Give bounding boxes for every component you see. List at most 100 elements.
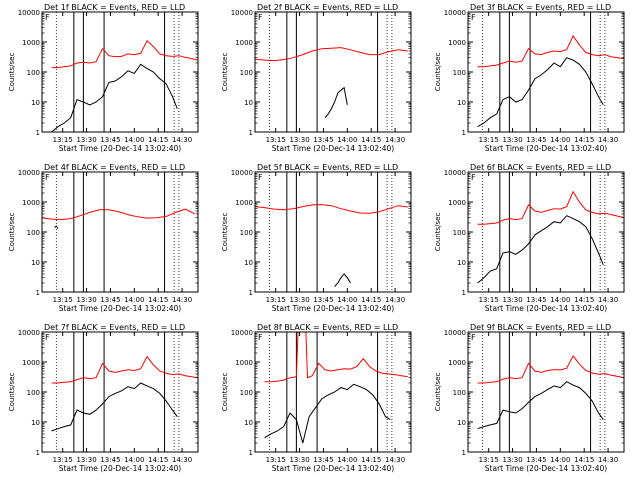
x-tick-label: 13:45 [313, 296, 333, 304]
x-tick-label: 14:30 [598, 296, 618, 304]
y-tick-label: 1000 [22, 199, 40, 207]
y-tick-label: 10 [457, 419, 466, 427]
x-tick-label: 13:15 [479, 136, 499, 144]
chart-title: Det 1f BLACK = Events, RED = LLD [44, 3, 185, 12]
x-tick-label: 14:15 [361, 456, 381, 464]
x-axis-title: Start Time (20-Dec-14 13:02:40) [272, 464, 394, 473]
detector-marker: F [258, 13, 263, 22]
x-tick-label: 13:45 [313, 136, 333, 144]
plot-frame [41, 11, 199, 133]
y-tick-label: 10000 [444, 9, 466, 17]
x-tick-label: 14:00 [124, 456, 144, 464]
lld-series-line [255, 47, 408, 62]
detector-marker: F [45, 173, 50, 182]
events-series-line [264, 383, 391, 444]
detector-marker: F [258, 173, 263, 182]
y-axis-title: Counts/sec [221, 373, 229, 412]
y-tick-label: 1000 [448, 359, 466, 367]
events-series-line [324, 86, 348, 119]
x-tick-label: 13:30 [289, 136, 309, 144]
y-tick-label: 10000 [18, 9, 40, 17]
detector-marker: F [258, 333, 263, 342]
detector-marker: F [471, 13, 476, 22]
x-tick-label: 14:15 [148, 296, 168, 304]
x-tick-label: 14:00 [337, 296, 357, 304]
y-tick-label: 10000 [18, 329, 40, 337]
x-tick-label: 13:30 [289, 456, 309, 464]
x-axis-title: Start Time (20-Dec-14 13:02:40) [485, 464, 607, 473]
y-tick-label: 1 [249, 129, 253, 137]
x-tick-label: 13:45 [100, 296, 120, 304]
detector-marker: F [471, 173, 476, 182]
plot-frame [254, 11, 412, 133]
y-tick-label: 1000 [235, 39, 253, 47]
lld-series-line [42, 208, 196, 221]
y-axis-title: Counts/sec [8, 53, 16, 92]
y-tick-label: 10000 [444, 169, 466, 177]
x-tick-label: 13:30 [502, 296, 522, 304]
y-tick-label: 100 [27, 389, 40, 397]
x-tick-label: 14:30 [172, 456, 192, 464]
x-tick-label: 14:30 [598, 136, 618, 144]
events-series-line [477, 57, 604, 128]
y-tick-label: 10 [244, 99, 253, 107]
x-tick-label: 14:30 [385, 296, 405, 304]
y-tick-label: 100 [453, 389, 466, 397]
y-tick-label: 100 [453, 229, 466, 237]
x-axis-title: Start Time (20-Dec-14 13:02:40) [272, 304, 394, 313]
x-tick-label: 13:15 [479, 456, 499, 464]
x-tick-label: 13:15 [266, 456, 286, 464]
x-tick-label: 13:15 [266, 296, 286, 304]
y-axis-title: Counts/sec [434, 373, 442, 412]
x-tick-label: 13:15 [479, 296, 499, 304]
chart-title: Det 7f BLACK = Events, RED = LLD [44, 323, 185, 332]
y-tick-label: 100 [453, 69, 466, 77]
chart-title: Det 6f BLACK = Events, RED = LLD [470, 163, 611, 172]
y-tick-label: 1 [462, 129, 466, 137]
y-tick-label: 1 [36, 289, 40, 297]
detector-marker: F [45, 333, 50, 342]
x-axis-title: Start Time (20-Dec-14 13:02:40) [59, 144, 181, 153]
x-tick-label: 14:30 [598, 456, 618, 464]
y-tick-label: 1 [249, 449, 253, 457]
y-tick-label: 1 [462, 289, 466, 297]
lld-series-line [477, 190, 624, 225]
x-tick-label: 14:00 [124, 296, 144, 304]
y-tick-label: 10000 [231, 169, 253, 177]
x-tick-label: 13:15 [53, 296, 73, 304]
x-tick-label: 13:30 [76, 296, 96, 304]
x-tick-label: 14:00 [550, 456, 570, 464]
plot-frame [467, 171, 625, 293]
x-tick-label: 14:15 [148, 136, 168, 144]
y-tick-label: 10000 [231, 9, 253, 17]
x-tick-label: 14:00 [550, 136, 570, 144]
y-tick-label: 10000 [231, 329, 253, 337]
y-axis-title: Counts/sec [434, 213, 442, 252]
x-tick-label: 13:30 [289, 296, 309, 304]
x-tick-label: 13:15 [266, 136, 286, 144]
x-tick-label: 13:30 [502, 136, 522, 144]
y-tick-label: 10 [457, 99, 466, 107]
y-tick-label: 10 [31, 419, 40, 427]
lld-series-line [477, 34, 624, 68]
plot-frame [254, 171, 412, 293]
y-axis-title: Counts/sec [221, 53, 229, 92]
y-tick-label: 1000 [235, 199, 253, 207]
x-tick-label: 13:45 [313, 456, 333, 464]
x-tick-label: 13:45 [526, 136, 546, 144]
y-tick-label: 10000 [18, 169, 40, 177]
x-tick-label: 13:30 [76, 136, 96, 144]
events-series-line [477, 215, 604, 284]
lld-series-line [477, 354, 624, 384]
x-tick-label: 13:30 [76, 456, 96, 464]
chart-title: Det 3f BLACK = Events, RED = LLD [470, 3, 611, 12]
plot-frame [41, 171, 199, 293]
